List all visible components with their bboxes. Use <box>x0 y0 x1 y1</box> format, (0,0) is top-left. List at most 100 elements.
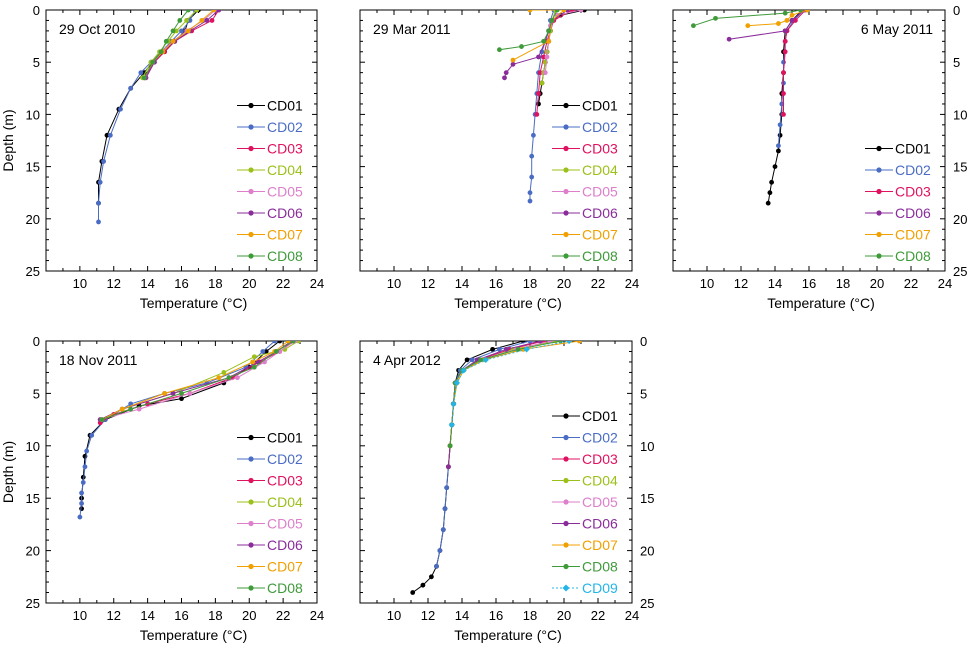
x-tick-label: 14 <box>140 276 154 291</box>
data-point-cd08 <box>128 406 134 412</box>
legend-label: CD08 <box>267 580 303 596</box>
legend-swatch-marker <box>563 253 569 259</box>
chart-panel-4: 10 12 14 16 18 20 22 24 0 5 10 15 20 25 Temperature (°… <box>0 334 324 643</box>
data-point-cd08 <box>447 443 453 449</box>
x-tick-label: 24 <box>625 608 639 623</box>
legend-swatch-marker <box>563 477 569 484</box>
data-point-cd06 <box>255 359 261 365</box>
data-point-cd07 <box>119 406 125 412</box>
legend-label: CD04 <box>267 494 303 510</box>
series-line-cd07 <box>449 341 580 446</box>
legend-label: CD04 <box>582 162 618 178</box>
data-point-cd06 <box>503 70 509 76</box>
x-tick-label: 16 <box>489 276 503 291</box>
data-point-cd07 <box>784 18 790 23</box>
legend-swatch-marker <box>248 231 254 238</box>
data-point-cd01 <box>410 590 416 595</box>
data-point-cd02 <box>444 485 450 491</box>
y-tick-label: 20 <box>26 544 40 559</box>
legend-swatch-marker <box>562 584 570 592</box>
data-point-cd04 <box>251 354 257 360</box>
data-point-cd06 <box>782 28 788 34</box>
data-point-cd03 <box>541 54 546 60</box>
data-point-cd02 <box>187 18 193 23</box>
data-point-cd07 <box>745 23 751 29</box>
legend-swatch-marker <box>248 585 254 591</box>
series-group <box>96 10 222 225</box>
x-tick-label: 24 <box>938 276 952 291</box>
legend-label: CD08 <box>582 559 618 575</box>
data-point-cd09 <box>453 379 461 387</box>
x-tick-label: 20 <box>557 276 571 291</box>
legend-swatch-marker <box>248 124 254 130</box>
data-point-cd05 <box>187 391 193 396</box>
x-tick-label: 16 <box>489 608 503 623</box>
legend-label: CD02 <box>267 451 303 467</box>
data-point-cd02 <box>527 198 533 204</box>
y-tick-label: 10 <box>26 107 40 122</box>
data-point-cd08 <box>290 341 296 344</box>
panel-date-title: 18 Nov 2011 <box>59 352 138 368</box>
data-point-cd07 <box>250 359 256 365</box>
data-point-cd01 <box>490 346 495 352</box>
series-line-cd06 <box>504 10 568 79</box>
data-point-cd06 <box>204 18 210 23</box>
legend-label: CD08 <box>267 248 303 264</box>
data-point-cd02 <box>128 85 134 91</box>
legend-swatch-marker <box>248 456 254 462</box>
legend-label: CD06 <box>895 205 931 221</box>
x-tick-label: 16 <box>802 276 816 291</box>
panel-date-title: 29 Mar 2011 <box>373 21 451 37</box>
legend-swatch-marker <box>248 434 254 441</box>
legend-label: CD03 <box>895 184 931 200</box>
legend-swatch-marker <box>563 124 569 130</box>
x-tick-label: 16 <box>174 276 188 291</box>
data-point-cd01 <box>179 396 184 402</box>
y-tick-label: 5 <box>33 55 40 70</box>
x-tick-label: 16 <box>174 608 188 623</box>
data-point-cd08 <box>515 346 521 352</box>
data-point-cd04 <box>539 80 545 86</box>
legend-label: CD05 <box>582 184 618 200</box>
series-line-cd02 <box>436 341 531 567</box>
data-point-cd05 <box>578 10 584 13</box>
legend-swatch-marker <box>563 520 569 527</box>
legend-swatch-marker <box>876 188 882 195</box>
x-tick-label: 18 <box>208 608 222 623</box>
data-point-cd06 <box>789 18 795 23</box>
data-point-cd03 <box>781 112 786 117</box>
y-tick-label: 20 <box>953 212 967 227</box>
legend-swatch-marker <box>563 102 569 109</box>
x-tick-label: 10 <box>387 276 401 291</box>
x-tick-label: 10 <box>73 276 87 291</box>
data-point-cd01 <box>765 200 771 206</box>
legend-swatch-marker <box>248 253 254 259</box>
data-point-cd09 <box>450 400 457 407</box>
data-point-cd01 <box>277 341 283 344</box>
legend-swatch-marker <box>248 563 254 570</box>
legend-label: CD02 <box>267 119 303 135</box>
legend-swatch-marker <box>563 542 569 548</box>
series-line-cd02 <box>98 10 196 222</box>
x-tick-label: 14 <box>768 276 782 291</box>
legend-label: CD06 <box>267 537 303 553</box>
x-tick-label: 10 <box>73 608 87 623</box>
x-tick-label: 22 <box>904 276 918 291</box>
data-point-cd09 <box>460 367 467 374</box>
y-tick-label: 20 <box>26 212 40 227</box>
data-point-cd01 <box>420 582 426 588</box>
x-tick-label: 14 <box>455 608 469 623</box>
legend-swatch-marker <box>876 167 882 173</box>
x-tick-label: 18 <box>523 276 537 291</box>
legend-label: CD01 <box>895 141 931 157</box>
data-point-cd06 <box>726 36 732 42</box>
data-point-cd08 <box>141 75 147 81</box>
series-line-cd01 <box>98 10 199 204</box>
data-point-cd07 <box>199 18 205 23</box>
legend-label: CD06 <box>582 205 618 221</box>
data-point-cd02 <box>80 480 86 485</box>
y-tick-label: 5 <box>640 386 647 401</box>
x-tick-label: 12 <box>107 608 121 623</box>
data-point-cd08 <box>226 375 232 381</box>
data-point-cd08 <box>478 357 484 363</box>
